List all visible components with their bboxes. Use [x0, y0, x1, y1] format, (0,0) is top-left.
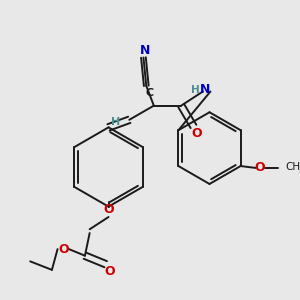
Text: N: N	[140, 44, 151, 57]
Text: 3: 3	[298, 166, 300, 175]
Text: N: N	[200, 83, 210, 96]
Text: H: H	[191, 85, 200, 94]
Text: O: O	[58, 243, 68, 256]
Text: CH: CH	[286, 162, 300, 172]
Text: H: H	[112, 117, 121, 127]
Text: O: O	[104, 265, 115, 278]
Text: O: O	[103, 203, 114, 216]
Text: O: O	[191, 128, 202, 140]
Text: C: C	[145, 88, 153, 98]
Text: O: O	[254, 161, 265, 174]
